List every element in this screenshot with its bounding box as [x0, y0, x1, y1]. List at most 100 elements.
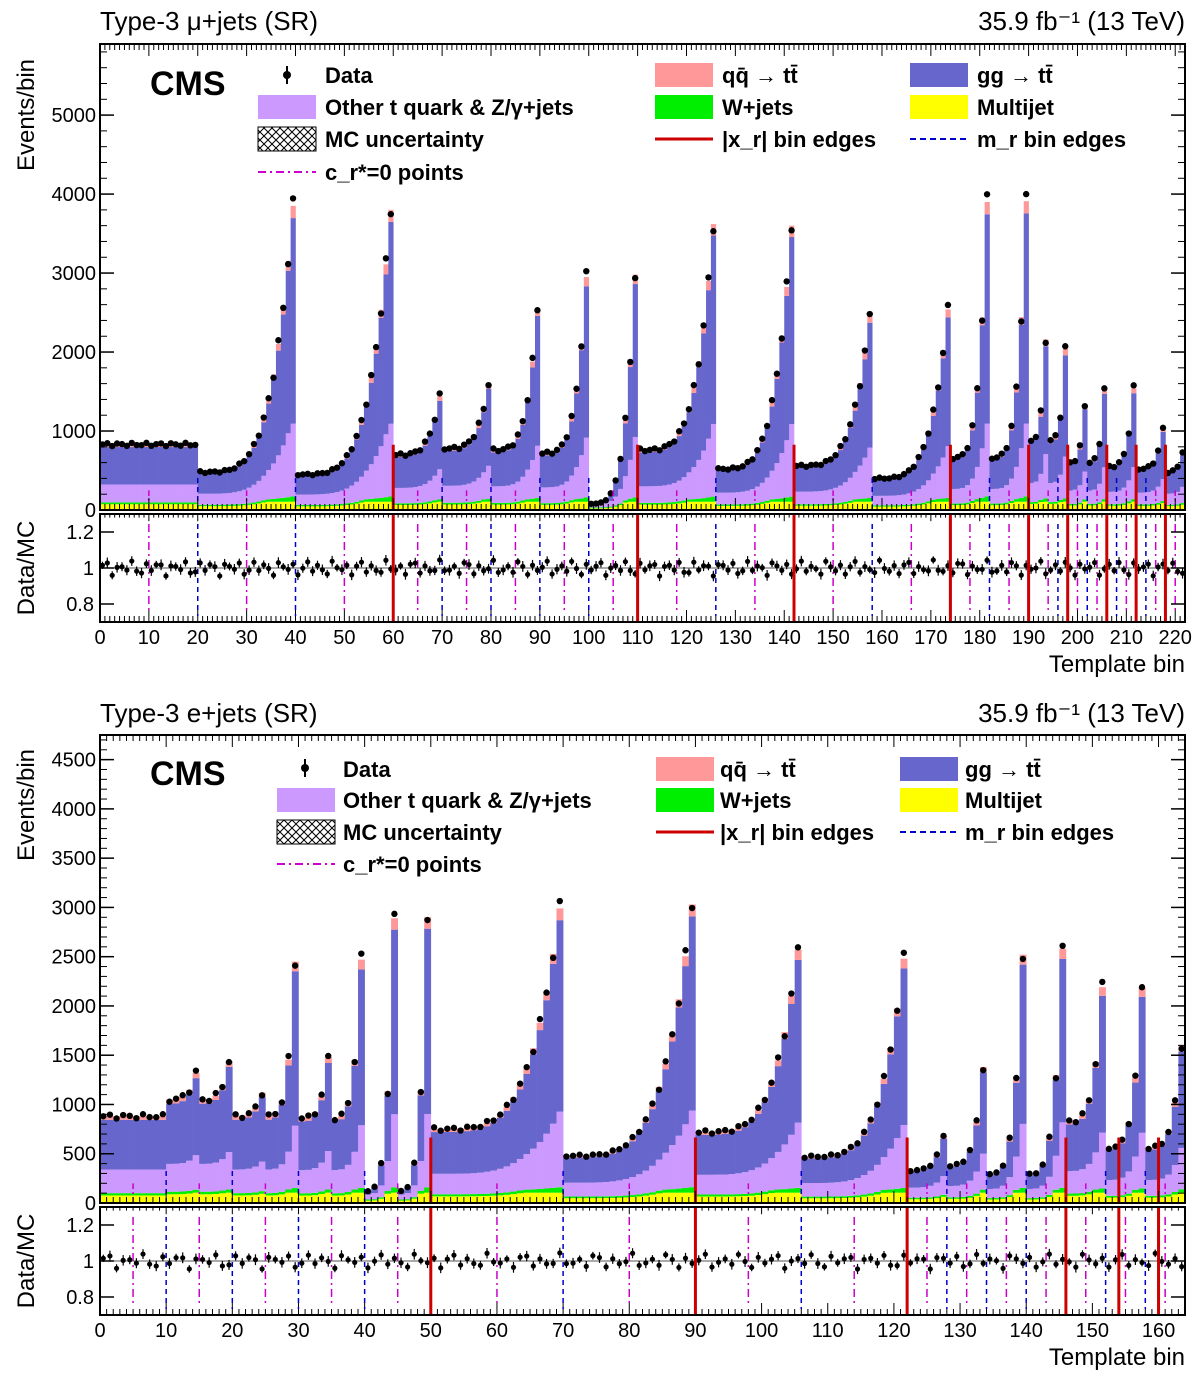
bar-other [807, 1183, 815, 1197]
x-tick-label: 110 [812, 1320, 844, 1342]
bar-wjets [183, 502, 189, 505]
legend-entry-qq-ttbar: qq̄ → tt̄ [655, 63, 798, 88]
bar-multijet [960, 1198, 967, 1203]
data-point [1032, 433, 1040, 441]
bar-wjets [393, 503, 399, 505]
ratio-point [319, 567, 325, 573]
ratio-point [1126, 1262, 1132, 1268]
bar-multijet [867, 1195, 875, 1203]
bar-gg [543, 1000, 551, 1134]
bar-multijet [715, 1196, 723, 1203]
ratio-point [373, 567, 379, 574]
bar-qq [1138, 988, 1146, 997]
ratio-point [485, 566, 492, 572]
bar-wjets [510, 1191, 518, 1195]
bar-gg [1092, 1067, 1100, 1153]
bar-multijet [933, 1198, 941, 1203]
bar-other [735, 1173, 743, 1195]
bar-multijet [437, 1196, 445, 1203]
bar-multijet [764, 502, 770, 510]
mr-edge-markers [165, 1166, 1147, 1203]
data-point [682, 947, 689, 954]
bar-other [999, 487, 1005, 504]
ratio-point [495, 569, 501, 576]
bar-gg [608, 494, 614, 501]
bar-gg [525, 402, 531, 470]
ratio-point [779, 567, 785, 574]
bar-qq [788, 995, 795, 1005]
bar-wjets [702, 1194, 709, 1197]
bar-other [417, 485, 423, 503]
bar-gg [290, 218, 296, 424]
bar-gg [649, 1109, 657, 1166]
ratio-point [158, 562, 164, 568]
bar-other [1013, 466, 1020, 500]
legend-entry-mr-edges: m_r bin edges [910, 127, 1126, 152]
data-point [490, 445, 497, 452]
bar-wjets [1106, 504, 1112, 506]
bar-multijet [647, 504, 653, 510]
ratio-point [344, 562, 350, 568]
bar-gg [315, 475, 321, 495]
bar-wjets [847, 1195, 855, 1198]
bar-wjets [735, 504, 741, 506]
ratio-point [119, 564, 125, 570]
bar-other [708, 1174, 716, 1195]
ratio-point [163, 573, 169, 579]
bar-gg [393, 456, 399, 488]
data-point [1120, 450, 1128, 458]
bar-qq [305, 1117, 313, 1121]
ratio-point [1150, 573, 1156, 579]
bar-gg [271, 379, 277, 464]
ratio-point [821, 1264, 828, 1270]
bar-multijet [384, 1193, 392, 1203]
x-tick-label: 220 [1159, 627, 1192, 649]
ratio-point [280, 564, 286, 570]
bar-multijet [407, 504, 414, 510]
data-point [221, 466, 228, 474]
bar-other [1059, 1122, 1067, 1188]
bar-qq [543, 991, 551, 1001]
data-point [617, 455, 624, 463]
bar-multijet [100, 504, 106, 510]
bar-multijet [833, 504, 839, 510]
bar-gg [477, 1128, 485, 1173]
data-point [159, 1111, 167, 1118]
bar-multijet [613, 506, 619, 510]
bar-other [576, 1182, 584, 1197]
ratio-point [1087, 564, 1093, 570]
legend-entry-other-t-quark: Other t quark & Z/γ+jets [277, 788, 592, 813]
data-point [980, 1066, 987, 1074]
ratio-point [935, 567, 941, 573]
bar-other [774, 1151, 782, 1190]
ratio-point [173, 563, 179, 570]
bar-gg [965, 449, 971, 486]
bar-multijet [973, 1195, 981, 1203]
data-point [1169, 467, 1176, 474]
bar-wjets [334, 504, 340, 506]
bar-gg [463, 1131, 471, 1174]
bar-multijet [886, 506, 893, 510]
data-point [988, 455, 996, 462]
data-point [635, 1128, 643, 1136]
bar-gg [925, 435, 932, 481]
bar-gg [202, 473, 208, 494]
data-point [773, 370, 781, 377]
ratio-point [1052, 562, 1059, 568]
ratio-point [385, 1261, 391, 1267]
bar-qq [769, 402, 775, 407]
bar-gg [178, 447, 184, 485]
bar-qq [516, 1084, 524, 1090]
ratio-point [239, 1260, 245, 1266]
bar-gg [823, 464, 829, 491]
bar-multijet [847, 1197, 855, 1203]
bar-wjets [935, 499, 941, 502]
ratio-point [391, 1255, 398, 1261]
ratio-point [1000, 1265, 1006, 1271]
bar-wjets [774, 498, 780, 502]
data-point [265, 395, 272, 402]
ratio-point [613, 562, 619, 569]
bar-other [192, 484, 199, 503]
ratio-point [464, 1256, 470, 1262]
